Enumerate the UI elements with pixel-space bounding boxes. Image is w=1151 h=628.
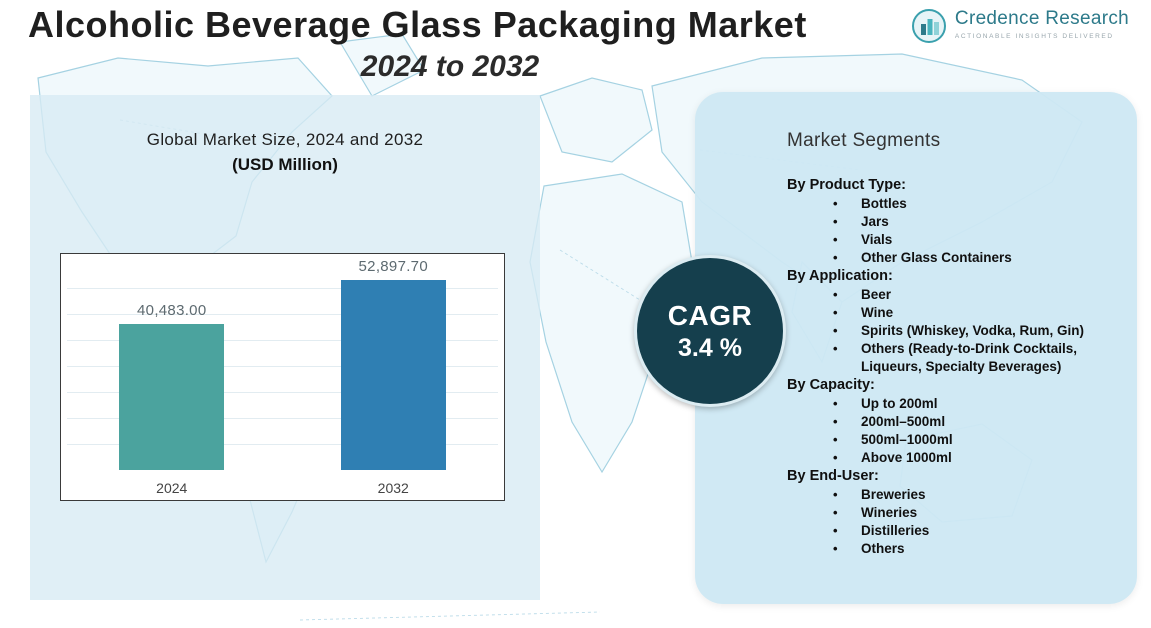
segment-heading: By Product Type: <box>787 177 906 193</box>
cagr-badge: CAGR 3.4 % <box>634 255 786 407</box>
segment-list: Beer Wine Spirits (Whiskey, Vodka, Rum, … <box>787 286 1109 376</box>
segment-item: Wineries <box>787 504 1109 522</box>
segment-item: Wine <box>787 304 1109 322</box>
segment-group-capacity: By Capacity: Up to 200ml 200ml–500ml 500… <box>787 376 1109 467</box>
segments-title: Market Segments <box>787 130 941 151</box>
bar-value-2032: 52,897.70 <box>358 257 428 275</box>
page-subtitle: 2024 to 2032 <box>360 50 540 83</box>
segment-item: Vials <box>787 231 1109 249</box>
market-size-panel: Global Market Size, 2024 and 2032 (USD M… <box>30 95 540 600</box>
segment-list: Bottles Jars Vials Other Glass Container… <box>787 195 1109 267</box>
segment-item: Above 1000ml <box>787 449 1109 467</box>
segment-item: Others <box>787 540 1109 558</box>
bar-chart: 40,483.00 52,897.70 2024 2032 <box>60 253 505 501</box>
segment-group-end-user: By End-User: Breweries Wineries Distille… <box>787 467 1109 558</box>
bar-2032 <box>340 279 446 470</box>
cagr-label: CAGR <box>667 299 753 331</box>
segment-item: 500ml–1000ml <box>787 431 1109 449</box>
segment-item: Distilleries <box>787 522 1109 540</box>
segment-list: Breweries Wineries Distilleries Others <box>787 486 1109 558</box>
bar-2024 <box>119 324 225 470</box>
x-tick-2024: 2024 <box>156 480 188 496</box>
logo-text: Credence Research Actionable Insights De… <box>955 8 1129 40</box>
segment-heading: By Application: <box>787 268 893 284</box>
chart-units: (USD Million) <box>232 155 338 174</box>
chart-bars: 40,483.00 52,897.70 <box>61 254 504 470</box>
chart-x-axis: 2024 2032 <box>61 480 504 496</box>
segment-item: 200ml–500ml <box>787 413 1109 431</box>
credence-chart-icon <box>911 9 946 43</box>
page-title: Alcoholic Beverage Glass Packaging Marke… <box>28 4 807 45</box>
segment-item: Up to 200ml <box>787 395 1109 413</box>
segment-list: Up to 200ml 200ml–500ml 500ml–1000ml Abo… <box>787 395 1109 467</box>
bar-group-2032: 52,897.70 <box>340 254 446 470</box>
segment-item: Other Glass Containers <box>787 249 1109 267</box>
segment-item: Others (Ready-to-Drink Cocktails, Liqueu… <box>787 340 1109 376</box>
cagr-value: 3.4 % <box>678 333 742 362</box>
x-tick-2032: 2032 <box>377 480 409 496</box>
segment-item: Breweries <box>787 486 1109 504</box>
segment-group-application: By Application: Beer Wine Spirits (Whisk… <box>787 267 1109 376</box>
segment-heading: By Capacity: <box>787 377 875 393</box>
segment-item: Spirits (Whiskey, Vodka, Rum, Gin) <box>787 322 1109 340</box>
segment-heading: By End-User: <box>787 468 879 484</box>
bar-value-2024: 40,483.00 <box>137 302 207 320</box>
logo-tagline: Actionable Insights Delivered <box>954 33 1114 40</box>
brand-logo: Credence Research Actionable Insights De… <box>911 8 1129 44</box>
segment-group-product-type: By Product Type: Bottles Jars Vials Othe… <box>787 176 1109 267</box>
segment-item: Beer <box>787 286 1109 304</box>
segment-item: Jars <box>787 213 1109 231</box>
chart-title: Global Market Size, 2024 and 2032 <box>146 130 424 149</box>
bar-group-2024: 40,483.00 <box>119 254 225 470</box>
logo-name: Credence Research <box>954 8 1129 29</box>
segment-item: Bottles <box>787 195 1109 213</box>
